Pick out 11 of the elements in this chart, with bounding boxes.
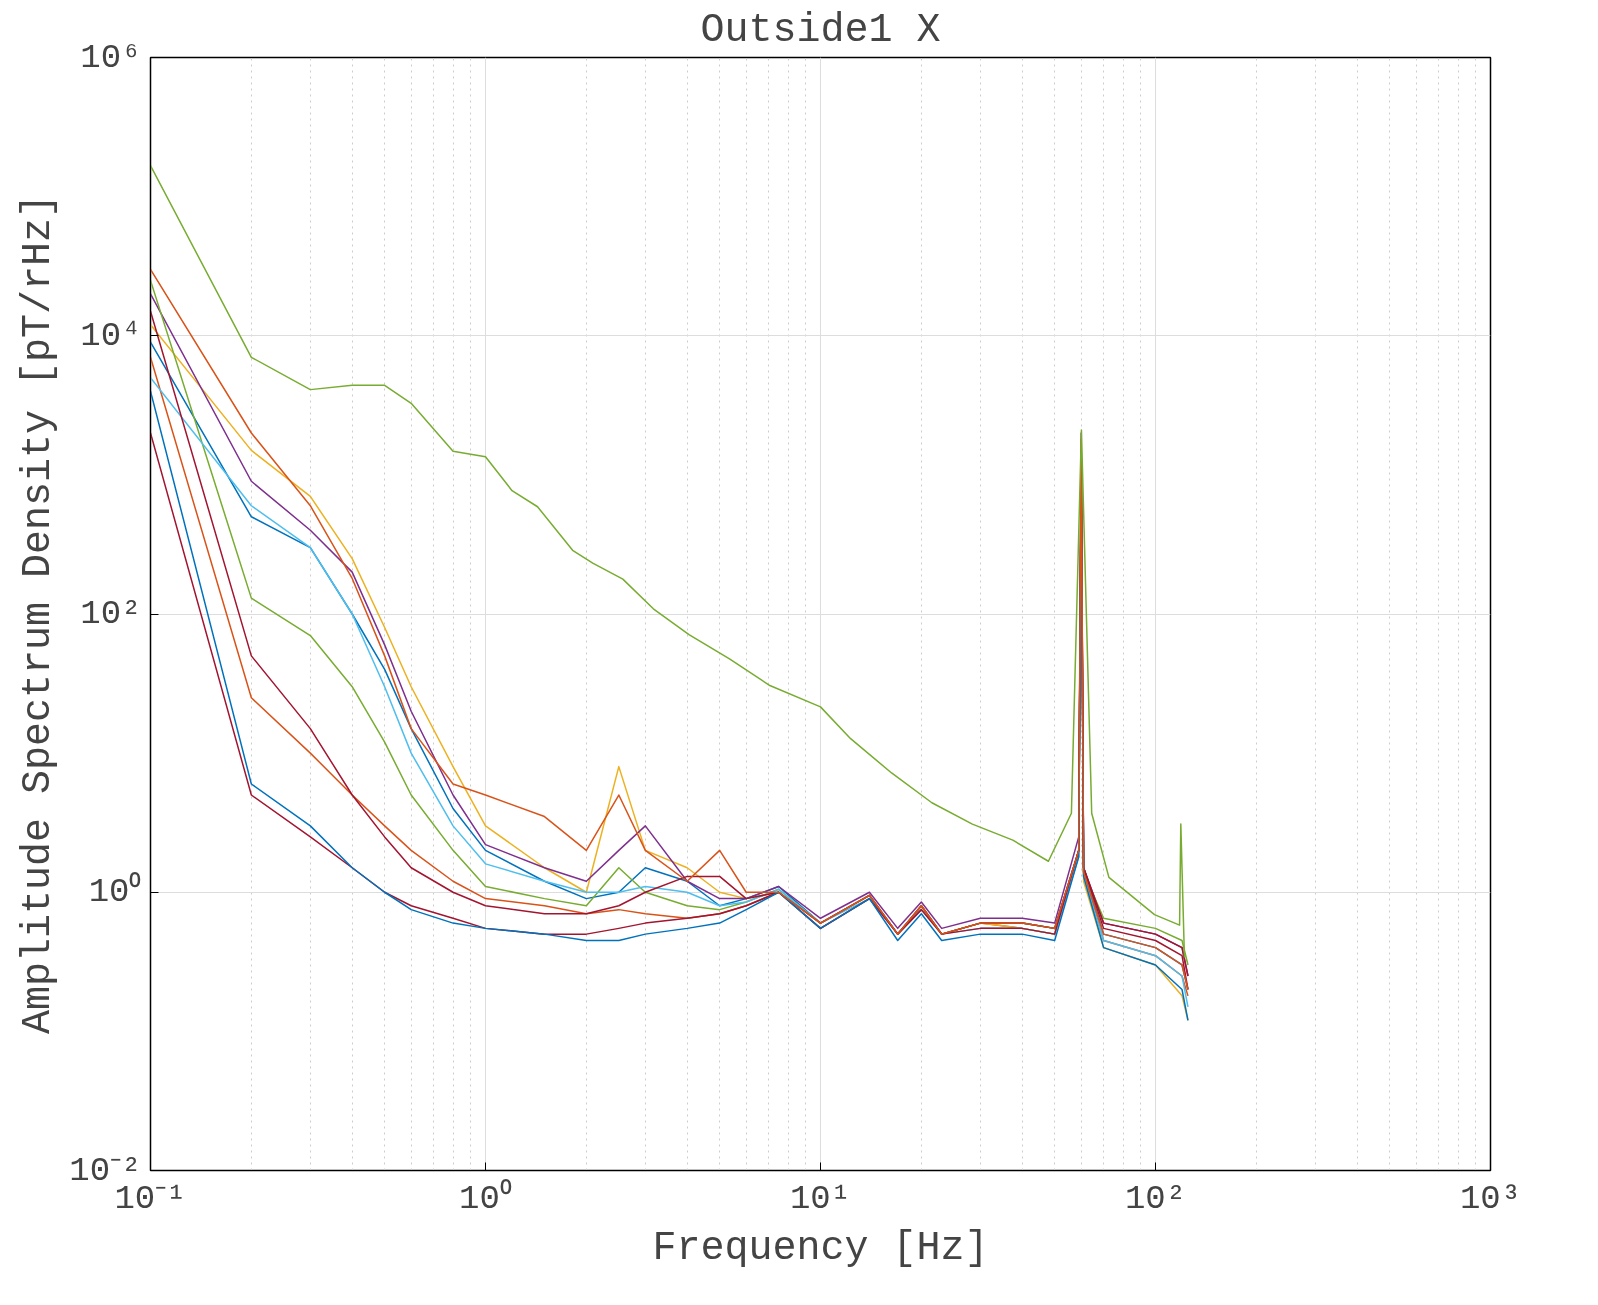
- y-tick-label: 10⁶: [80, 38, 142, 77]
- x-tick-label: 10⁰: [459, 1178, 512, 1218]
- x-axis-title: Frequency [Hz]: [652, 1225, 989, 1271]
- y-axis-title: Amplitude Spectrum Density [pT/rHz]: [16, 193, 62, 1035]
- y-tick-label: 10²: [80, 595, 142, 633]
- y-tick-label: 10⁰: [88, 872, 142, 912]
- x-tick-label: 10²: [1124, 1179, 1187, 1218]
- y-tick-label: 10⁴: [80, 316, 142, 355]
- x-tick-label: 10¹: [789, 1179, 852, 1218]
- x-tick-label: 10³: [1459, 1179, 1522, 1218]
- chart-title: Outside1 X: [700, 7, 941, 53]
